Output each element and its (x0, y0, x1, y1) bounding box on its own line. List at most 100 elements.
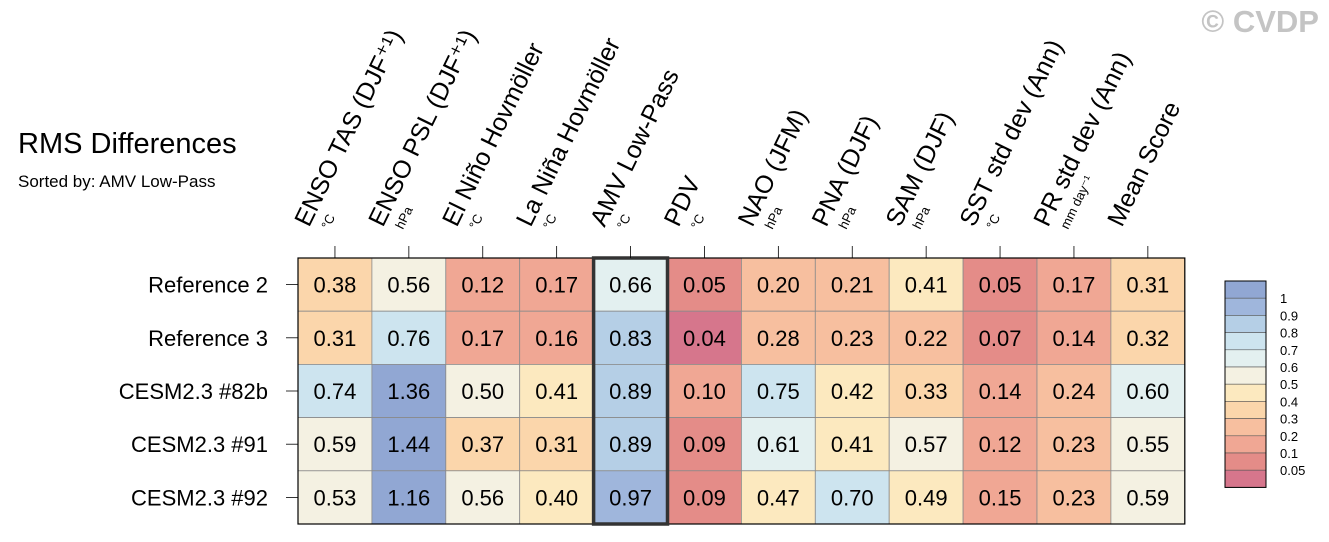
colorbar-swatch (1224, 383, 1267, 402)
cell-value-label: 0.31 (535, 432, 578, 457)
cell-value-label: 0.14 (979, 379, 1022, 404)
cell-value-label: 0.05 (683, 273, 726, 298)
row-label: CESM2.3 #82b (119, 379, 268, 404)
colorbar-swatch (1224, 401, 1267, 419)
row-label: CESM2.3 #92 (131, 485, 268, 510)
heatmap-cell (741, 363, 816, 418)
colorbar-swatch (1224, 452, 1267, 471)
heatmap-cell (297, 363, 373, 418)
heatmap-cell (888, 363, 964, 418)
colorbar-swatch (1224, 435, 1267, 454)
colorbar-tick-label: 0.1 (1280, 446, 1298, 461)
chart-subtitle: Sorted by: AMV Low-Pass (18, 172, 216, 191)
cell-value-label: 0.12 (979, 432, 1022, 457)
heatmap-cell (741, 417, 816, 472)
cell-value-label: 0.20 (757, 273, 800, 298)
cell-value-label: 0.57 (905, 432, 948, 457)
cell-value-label: 0.76 (387, 326, 430, 351)
colorbar-swatch (1224, 418, 1267, 437)
row-label: Reference 2 (148, 273, 268, 298)
cell-value-label: 0.15 (979, 485, 1022, 510)
cell-value-label: 0.17 (535, 273, 578, 298)
cell-value-label: 0.70 (831, 485, 874, 510)
cell-value-label: 0.40 (535, 485, 578, 510)
cell-value-label: 0.21 (831, 273, 874, 298)
colorbar-frame (1224, 280, 1267, 488)
cell-value-label: 0.56 (461, 485, 504, 510)
watermark: © CVDP (1201, 4, 1319, 39)
heatmap-cell (814, 470, 890, 525)
heatmap-cell (888, 310, 964, 365)
colorbar-tick-label: 1 (1280, 291, 1287, 306)
heatmap-cell (962, 417, 1038, 472)
colorbar-tick-label: 0.3 (1280, 412, 1298, 427)
colorbar-swatch (1224, 366, 1267, 385)
heatmap-cell (1036, 417, 1112, 472)
column-unit-label: °C (540, 212, 560, 232)
colorbar-tick-label: 0.05 (1280, 463, 1305, 478)
heatmap-cell (371, 417, 447, 472)
heatmap-cell (1110, 257, 1186, 312)
heatmap-cell (962, 363, 1038, 418)
colorbar-tick-label: 0.2 (1280, 429, 1298, 444)
heatmap-cell (741, 310, 816, 365)
colorbar-swatch (1224, 280, 1267, 299)
cell-value-label: 0.49 (905, 485, 948, 510)
cell-value-label: 0.59 (1126, 485, 1169, 510)
heatmap-cell (1110, 310, 1186, 365)
heatmap-cell (1110, 470, 1186, 525)
heatmap-cell (445, 363, 521, 418)
cell-value-label: 0.55 (1126, 432, 1169, 457)
column-unit-label: °C (614, 212, 634, 232)
cell-value-label: 0.53 (314, 485, 357, 510)
row-label: Reference 3 (148, 326, 268, 351)
cell-value-label: 0.75 (757, 379, 800, 404)
cell-value-label: 0.09 (683, 485, 726, 510)
heatmap-cell (1110, 363, 1186, 418)
heatmap-cell (593, 417, 668, 472)
cell-value-label: 0.60 (1126, 379, 1169, 404)
colorbar-swatch (1224, 469, 1267, 488)
cell-value-label: 0.47 (757, 485, 800, 510)
cell-value-label: 0.23 (1053, 485, 1096, 510)
cell-value-label: 0.17 (461, 326, 504, 351)
cell-value-label: 0.22 (905, 326, 948, 351)
cell-value-label: 0.23 (831, 326, 874, 351)
heatmap-cell (297, 310, 373, 365)
heatmap-cell (371, 257, 447, 312)
heatmap-cell (814, 257, 890, 312)
colorbar-swatch (1224, 315, 1267, 333)
cell-value-label: 0.32 (1126, 326, 1169, 351)
cell-value-label: 0.83 (609, 326, 652, 351)
cell-value-label: 0.23 (1053, 432, 1096, 457)
cell-value-label: 1.36 (387, 379, 430, 404)
heatmap-cell (1036, 257, 1112, 312)
colorbar-tick-label: 0.5 (1280, 377, 1298, 392)
cell-value-label: 0.66 (609, 273, 652, 298)
heatmap-cell (962, 470, 1038, 525)
cell-value-label: 0.28 (757, 326, 800, 351)
cell-value-label: 0.14 (1053, 326, 1096, 351)
column-unit-label: °C (983, 212, 1003, 232)
row-label: CESM2.3 #91 (131, 432, 268, 457)
heatmap-cell (297, 417, 373, 472)
heatmap-cell (519, 363, 595, 418)
cell-value-label: 1.16 (387, 485, 430, 510)
cell-value-label: 0.04 (683, 326, 726, 351)
cell-value-label: 0.31 (314, 326, 357, 351)
chart-title: RMS Differences (18, 128, 237, 160)
cell-value-label: 0.17 (1053, 273, 1096, 298)
cell-value-label: 0.37 (461, 432, 504, 457)
heatmap-cell (445, 417, 521, 472)
column-unit-label: °C (466, 212, 486, 232)
heatmap-cell (1036, 470, 1112, 525)
cell-value-label: 0.10 (683, 379, 726, 404)
cell-value-label: 0.33 (905, 379, 948, 404)
cell-value-label: 0.89 (609, 432, 652, 457)
column-unit-label: °C (318, 212, 338, 232)
heatmap-cell (667, 470, 742, 525)
colorbar-swatch (1224, 332, 1267, 351)
cell-value-label: 0.97 (609, 485, 652, 510)
cell-value-label: 0.41 (831, 432, 874, 457)
heatmap-cell (297, 470, 373, 525)
